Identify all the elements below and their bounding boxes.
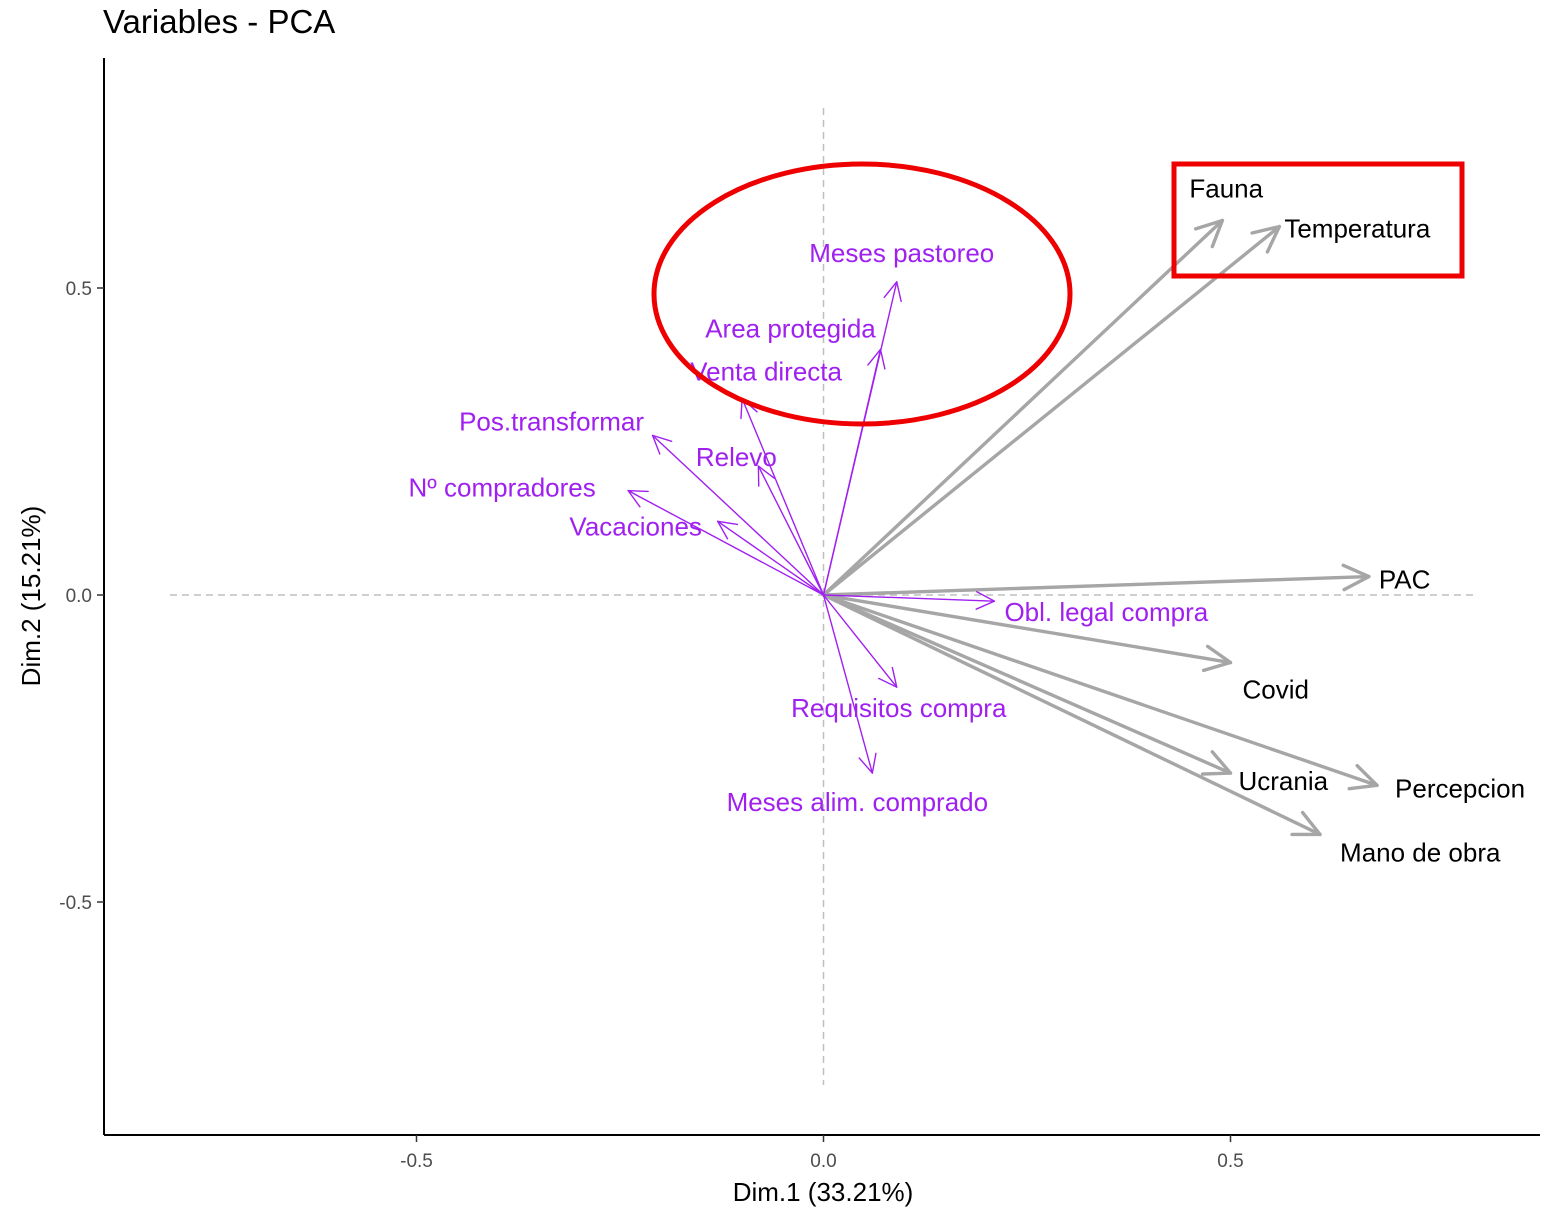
arrow-temperatura <box>821 224 1282 597</box>
arrow-obl-legal-compra <box>822 594 996 602</box>
highlight-ellipse <box>651 161 1073 427</box>
arrow-requisitos-compra <box>822 594 898 688</box>
label-meses-alim-comprado: Meses alim. comprado <box>727 787 989 817</box>
arrowhead-relevo <box>757 465 775 487</box>
arrow-meses-alim-comprado <box>822 594 874 774</box>
arrowhead-area-protegida <box>867 348 886 370</box>
arrowhead-covid <box>1201 644 1233 673</box>
arrowhead-ucrania <box>1200 750 1233 776</box>
highlight-rectangle <box>1171 161 1465 279</box>
arrow-percepcion <box>821 593 1379 788</box>
label-pos-transformar: Pos.transformar <box>459 406 644 436</box>
y-axis-title: Dim.2 (15.21%) <box>16 506 46 687</box>
arrowhead-obl-legal-compra <box>975 591 996 610</box>
arrowhead-mano-de-obra <box>1290 810 1322 837</box>
gray-variable-arrows <box>821 218 1379 837</box>
y-tick-label: 0.5 <box>66 279 92 300</box>
arrow-mano-de-obra <box>821 593 1322 837</box>
arrow-ucrania <box>821 593 1233 775</box>
chart-title: Variables - PCA <box>103 3 335 40</box>
x-axis-title: Dim.1 (33.21%) <box>733 1177 914 1207</box>
label-venta-directa: Venta directa <box>690 357 842 387</box>
arrow-fauna <box>821 218 1225 597</box>
highlight-annotations <box>651 161 1465 427</box>
arrow-venta-directa <box>741 397 825 596</box>
label-ucrania: Ucrania <box>1239 766 1329 796</box>
label-relevo: Relevo <box>696 442 777 472</box>
label-temperatura: Temperatura <box>1284 214 1430 244</box>
label-area-protegida: Area protegida <box>705 313 876 343</box>
label-mano-de-obra: Mano de obra <box>1340 837 1501 867</box>
variable-labels: Fauna Temperatura PAC Covid Ucrania Percepcio… <box>409 173 1526 867</box>
arrowhead-meses-pastoreo <box>883 281 902 303</box>
arrow-pos-transformar <box>651 434 825 596</box>
arrowhead-pos-transformar <box>651 434 673 455</box>
label-obl-legal-compra: Obl. legal compra <box>1004 597 1208 627</box>
x-tick-label: 0.5 <box>1217 1151 1243 1172</box>
label-no-compradores: Nº compradores <box>409 473 596 503</box>
arrow-vacaciones <box>716 520 825 596</box>
arrowhead-temperatura <box>1250 224 1282 254</box>
arrowhead-pac <box>1341 563 1371 592</box>
x-tick-label: -0.5 <box>400 1151 433 1172</box>
label-vacaciones: Vacaciones <box>569 511 702 541</box>
label-meses-pastoreo: Meses pastoreo <box>809 238 994 268</box>
label-covid: Covid <box>1243 675 1309 705</box>
x-tick-label: 0.0 <box>810 1151 836 1172</box>
arrowhead-percepcion <box>1347 763 1379 791</box>
arrowhead-meses-alim-comprado <box>858 752 877 774</box>
ticks: -0.5 0.0 0.5 -0.5 0.0 0.5 <box>59 279 1243 1172</box>
arrow-area-protegida <box>822 348 882 596</box>
arrow-pac <box>821 574 1371 597</box>
arrowhead-vacaciones <box>716 520 739 540</box>
label-percepcion: Percepcion <box>1395 773 1525 803</box>
y-tick-label: 0.0 <box>66 586 92 607</box>
purple-variable-arrows <box>627 281 996 774</box>
label-fauna: Fauna <box>1189 173 1263 203</box>
label-requisitos-compra: Requisitos compra <box>791 693 1007 723</box>
arrowhead-no-compradores <box>627 489 649 508</box>
arrowhead-requisitos-compra <box>878 666 898 688</box>
axes <box>103 58 1540 1136</box>
arrowhead-fauna <box>1193 218 1225 249</box>
y-tick-label: -0.5 <box>59 893 92 914</box>
arrow-covid <box>821 593 1233 665</box>
arrow-no-compradores <box>627 489 825 596</box>
arrow-relevo <box>757 465 825 596</box>
label-pac: PAC <box>1379 565 1431 595</box>
